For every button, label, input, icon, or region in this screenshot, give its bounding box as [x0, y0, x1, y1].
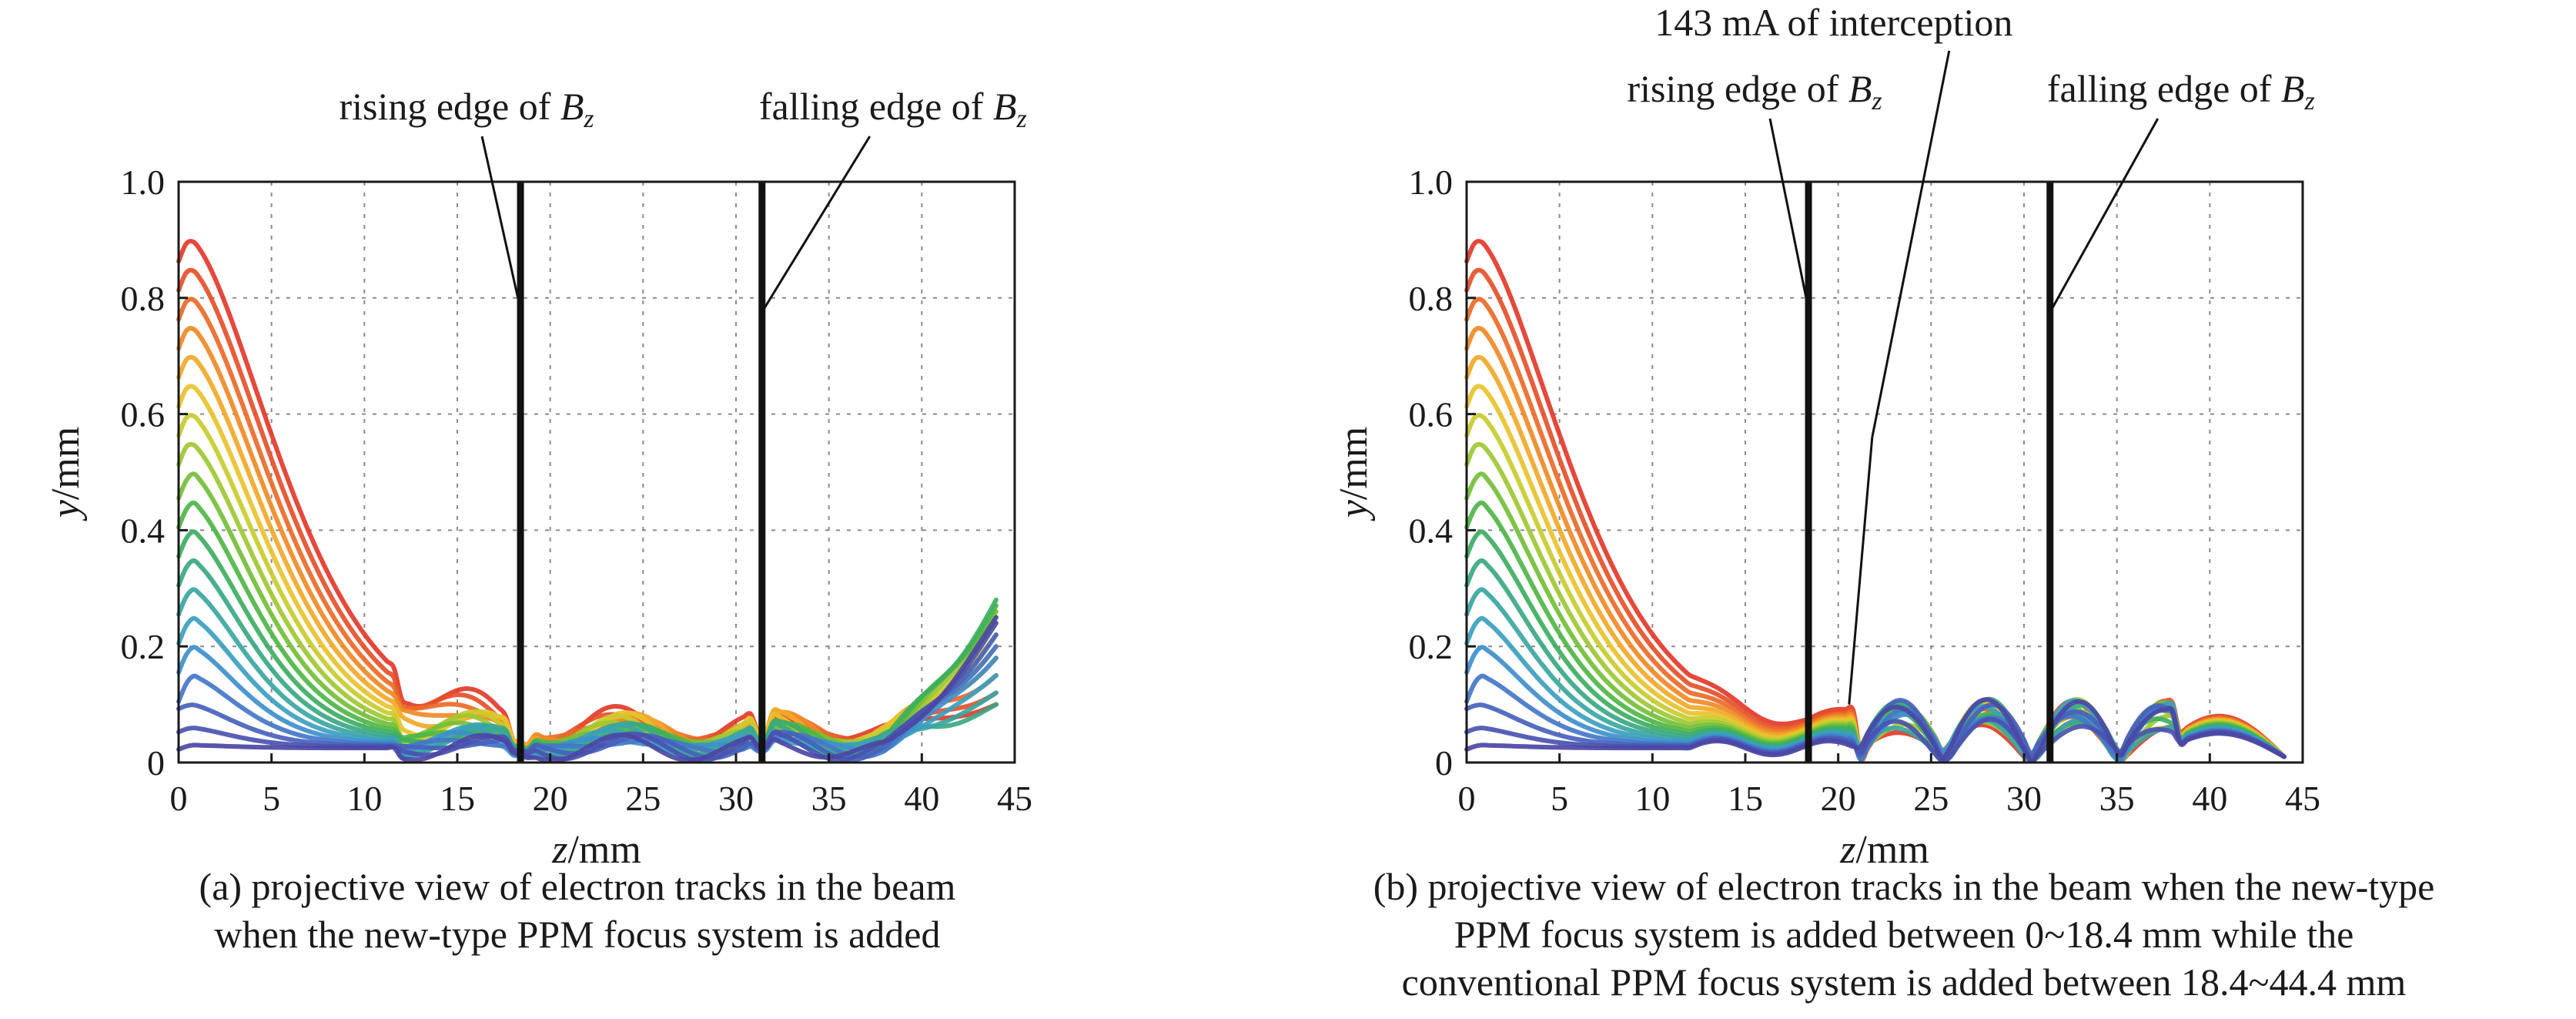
caption-b-line-3: conventional PPM focus system is added b… [1401, 960, 2407, 1004]
bz-label-text: rising edge of [339, 85, 560, 128]
x-axis-var: z [551, 828, 567, 872]
bz-label-var: B [1848, 67, 1872, 110]
bz-label-text: rising edge of [1627, 67, 1848, 110]
series-line-a-14 [176, 615, 999, 761]
x-axis-var: z [1839, 828, 1855, 872]
chart-b-svg: 0 5 10 15 20 25 30 35 40 4500.20.40.60.81.0z/mmy/… [1332, 1, 2320, 872]
series-group-a [176, 239, 999, 763]
series-line-a-3 [176, 297, 999, 749]
y-tick-label-b-4: 0.8 [1409, 279, 1454, 318]
interception-leader-upper [1871, 50, 1951, 438]
y-axis-var: y [1332, 499, 1376, 521]
y-tick-label-b-5: 1.0 [1409, 163, 1454, 202]
bz-label-var: B [2281, 67, 2305, 110]
bz-label-sub: z [1871, 87, 1882, 116]
x-tick-label-a-7: 35 [811, 779, 847, 818]
series-line-a-19 [176, 615, 999, 763]
x-tick-label-a-6: 30 [718, 779, 754, 818]
x-tick-label-a-2: 10 [346, 779, 382, 818]
x-tick-label-b-4: 20 [1821, 779, 1856, 818]
bz-edge-label-a-2: falling edge of Bz [759, 85, 1027, 133]
x-tick-label-a-3: 15 [440, 779, 475, 818]
caption-b-line-1: (b) projective view of electron tracks i… [1373, 865, 2435, 908]
y-axis-unit: /mm [1332, 427, 1376, 500]
x-tick-label-b-8: 40 [2192, 779, 2227, 818]
bz-label-sub: z [1015, 105, 1026, 133]
x-axis-title-a: z/mm [551, 828, 641, 872]
x-tick-label-a-4: 20 [533, 779, 568, 818]
series-group-b [1464, 239, 2287, 764]
y-tick-label-b-3: 0.6 [1409, 395, 1454, 434]
bz-label-var: B [993, 85, 1017, 128]
y-tick-label-a-3: 0.6 [121, 395, 166, 434]
bz-edge-leader-a-1 [480, 136, 522, 310]
x-axis-title-b: z/mm [1839, 828, 1929, 872]
x-axis-unit: /mm [567, 828, 641, 872]
x-tick-label-a-5: 25 [625, 779, 661, 818]
bz-label-var: B [560, 85, 584, 128]
y-tick-label-a-5: 1.0 [121, 163, 166, 202]
y-tick-label-b-0: 0 [1435, 743, 1453, 783]
x-tick-label-b-2: 10 [1634, 779, 1670, 818]
x-tick-label-b-5: 25 [1913, 779, 1949, 818]
y-axis-var: y [44, 499, 88, 521]
x-tick-label-a-9: 45 [997, 779, 1032, 818]
x-axis-unit: /mm [1855, 828, 1929, 872]
x-tick-label-a-0: 0 [170, 779, 188, 818]
y-axis-unit: /mm [44, 427, 88, 500]
x-tick-label-b-6: 30 [2006, 779, 2042, 818]
bz-edge-leader-b-2 [2050, 118, 2159, 310]
caption-a: (a) projective view of electron tracks i… [115, 863, 1039, 958]
y-tick-label-b-1: 0.2 [1409, 627, 1454, 666]
y-tick-label-a-1: 0.2 [121, 627, 166, 666]
panel-b: 0 5 10 15 20 25 30 35 40 45 0 0.2 0.4 0.6 0.8 1.0 z/mm y/… [1288, 0, 2576, 1019]
y-tick-label-a-0: 0 [147, 743, 165, 783]
y-tick-label-a-4: 0.8 [121, 279, 166, 318]
caption-a-line-1: (a) projective view of electron tracks i… [199, 865, 956, 908]
series-line-b-19 [1464, 697, 2287, 763]
plot-frame-b [1465, 180, 2304, 764]
bz-label-text: falling edge of [2047, 67, 2281, 110]
caption-b: (b) projective view of electron tracks i… [1326, 863, 2481, 1006]
caption-b-line-2: PPM focus system is added between 0~18.4… [1454, 913, 2354, 956]
series-line-b-4 [1464, 326, 2287, 762]
y-tick-label-b-2: 0.4 [1409, 511, 1454, 550]
y-axis-title-b: y/mm [1332, 427, 1376, 521]
series-line-b-1 [1464, 239, 2287, 763]
x-tick-label-b-0: 0 [1458, 779, 1476, 818]
bz-edge-label-b-1: rising edge of Bz [1627, 67, 1882, 116]
bz-edge-leader-a-2 [762, 136, 871, 310]
x-tick-label-b-7: 35 [2099, 779, 2135, 818]
bz-edge-leader-b-1 [1768, 118, 1810, 310]
x-tick-label-b-3: 15 [1728, 779, 1763, 818]
interception-leader-lower [1848, 437, 1874, 705]
interception-label: 143 mA of interception [1654, 1, 2012, 44]
bz-label-sub: z [2303, 87, 2314, 116]
y-tick-label-a-2: 0.4 [121, 511, 166, 550]
bz-edge-label-a-1: rising edge of Bz [339, 85, 594, 133]
y-axis-title-a: y/mm [44, 427, 88, 521]
plot-frame-a [177, 180, 1016, 764]
caption-a-line-2: when the new-type PPM focus system is ad… [214, 913, 941, 956]
x-tick-label-a-8: 40 [904, 779, 939, 818]
bz-edge-label-b-2: falling edge of Bz [2047, 67, 2315, 116]
x-tick-label-a-1: 5 [263, 779, 280, 818]
bz-label-text: falling edge of [759, 85, 993, 128]
panel-a: 0 5 10 15 20 25 30 35 40 45 0 0.2 0.4 0.6 0.8 1.0 z/mm y/… [44, 85, 1039, 958]
chart-a-svg: 0 5 10 15 20 25 30 35 40 4500.20.40.60.81.0z/mmy/… [44, 85, 1032, 872]
bz-label-sub: z [583, 105, 594, 133]
x-tick-label-b-9: 45 [2285, 779, 2320, 818]
series-line-a-8 [176, 441, 999, 757]
x-tick-label-b-1: 5 [1551, 779, 1568, 818]
